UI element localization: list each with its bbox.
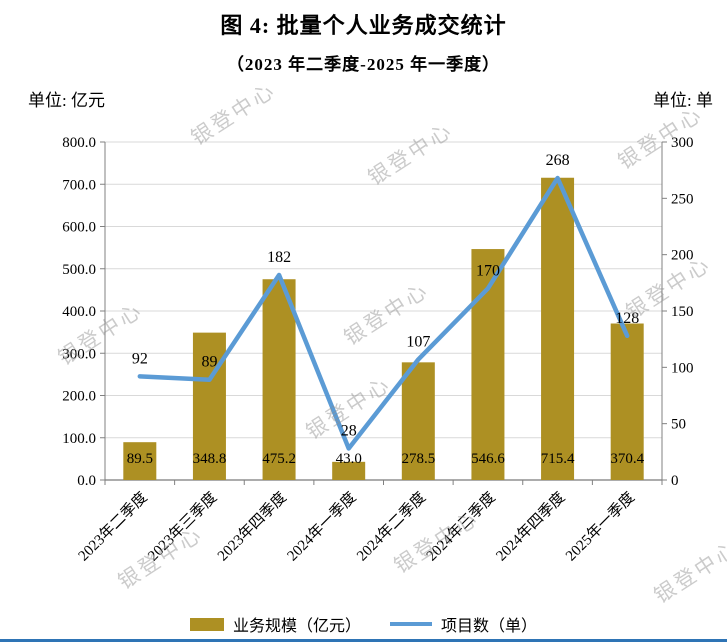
right-axis-tick-label: 300 <box>671 135 694 151</box>
line-value-label: 170 <box>476 262 500 279</box>
x-axis-category-label: 2023年三季度 <box>145 489 221 565</box>
bar <box>610 323 644 480</box>
legend-line-swatch <box>390 622 432 626</box>
line-value-label: 28 <box>341 422 357 439</box>
bar <box>262 279 296 480</box>
right-axis-tick-label: 200 <box>671 248 694 264</box>
page-bottom-border <box>0 639 727 642</box>
bar <box>401 362 435 480</box>
right-axis-tick-label: 100 <box>671 360 694 376</box>
legend-line-label: 项目数（单） <box>441 618 538 635</box>
line-series <box>137 175 630 451</box>
bar-value-label: 715.4 <box>541 451 575 467</box>
line-value-label: 182 <box>267 249 291 266</box>
line-value-label: 92 <box>132 350 148 367</box>
left-axis-tick-label: 400.0 <box>62 304 96 320</box>
left-axis-tick-label: 600.0 <box>62 220 96 236</box>
legend-bar-swatch <box>189 617 224 631</box>
chart-legend: 业务规模（亿元） 项目数（单） <box>0 612 727 636</box>
legend-bar-label: 业务规模（亿元） <box>232 618 361 635</box>
x-axis-category-label: 2023年二季度 <box>75 489 151 565</box>
bar-value-label: 278.5 <box>401 451 435 467</box>
bar-value-label: 475.2 <box>262 451 296 467</box>
line-value-label: 128 <box>615 310 639 327</box>
bar-value-label: 546.6 <box>471 451 505 467</box>
left-axis-tick-label: 700.0 <box>62 177 96 193</box>
line-value-label: 89 <box>201 354 217 371</box>
bar-value-label: 89.5 <box>127 451 153 467</box>
chart-subtitle: （2023 年二季度-2025 年一季度） <box>226 55 501 74</box>
line-value-label: 107 <box>406 333 430 350</box>
bar <box>192 332 226 480</box>
line-value-label: 268 <box>546 152 570 169</box>
bar-value-label: 43.0 <box>336 451 362 467</box>
chart-title: 图 4: 批量个人业务成交统计 <box>220 13 507 38</box>
left-axis-tick-label: 100.0 <box>62 431 96 447</box>
bar <box>123 442 157 480</box>
left-axis-unit-label: 单位: 亿元 <box>28 91 105 110</box>
right-axis-tick-label: 150 <box>671 304 694 320</box>
right-axis-tick-label: 50 <box>671 417 686 433</box>
x-axis-category-label: 2024年二季度 <box>353 489 429 565</box>
left-axis-tick-label: 200.0 <box>62 389 96 405</box>
bar-value-label: 370.4 <box>610 451 644 467</box>
x-axis-category-label: 2023年四季度 <box>214 489 290 565</box>
left-axis-tick-label: 500.0 <box>62 262 96 278</box>
x-axis-category-label: 2024年一季度 <box>284 489 360 565</box>
x-axis-category-label: 2024年四季度 <box>493 489 569 565</box>
bar <box>471 249 505 480</box>
right-axis-tick-label: 250 <box>671 191 694 207</box>
x-axis-category-label: 2024年三季度 <box>423 489 499 565</box>
left-axis-tick-label: 800.0 <box>62 135 96 151</box>
left-axis-tick-label: 0.0 <box>77 473 96 489</box>
bar-value-label: 348.8 <box>193 451 227 467</box>
right-axis-tick-label: 0 <box>671 473 679 489</box>
left-axis-tick-label: 300.0 <box>62 346 96 362</box>
x-axis-category-label: 2025年一季度 <box>562 489 638 565</box>
right-axis-unit-label: 单位: 单 <box>653 91 713 110</box>
bar <box>332 461 366 480</box>
bar <box>541 177 575 480</box>
